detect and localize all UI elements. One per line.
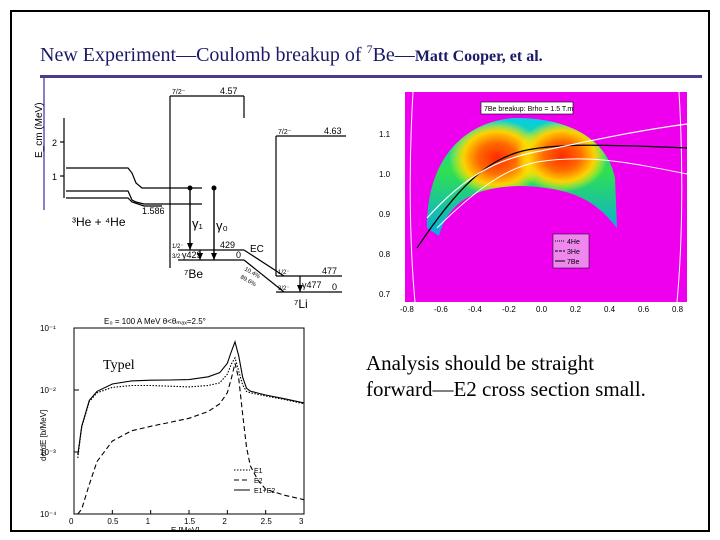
li-level-jpi: 3/2⁻ (278, 286, 290, 292)
heatmap-legend-title: 7Be breakup: Brho = 1.5 T.m (484, 106, 573, 113)
y-tick-label: 10⁻² (40, 386, 56, 395)
heatmap-legend-item: 3He (567, 249, 580, 256)
be-level-jpi: 7/2⁻ (172, 89, 186, 96)
level-ytick: 2 (52, 138, 57, 148)
level-dot (187, 185, 193, 191)
be-level-energy: 4.57 (220, 86, 238, 96)
heatmap-ytick-label: 0.9 (379, 210, 391, 219)
li-level-energy: 0 (332, 282, 337, 292)
legend-label: E1 (254, 468, 263, 475)
li-level-jpi: 1/2⁻ (278, 270, 290, 276)
channel-label: ³He + ⁴He (72, 215, 126, 229)
series-line-e2 (77, 363, 305, 515)
arrow-head (197, 253, 203, 260)
be-level-energy: 0 (236, 250, 241, 260)
threshold-label: 1.586 (142, 206, 165, 216)
caption-line: forward—E2 cross section small. (366, 377, 646, 401)
gamma-be-label: γ429 (182, 250, 202, 260)
heatmap-legend-item: 7Be (567, 259, 580, 266)
heatmap-xtick-label: 0.2 (570, 305, 582, 314)
be-label: ⁷Be (184, 267, 203, 281)
heatmap-xtick-label: -0.2 (502, 305, 516, 314)
x-tick-label: 2 (222, 517, 227, 526)
caption-line: Analysis should be straight (366, 351, 595, 375)
level-ylabel: E_cm (MeV) (34, 102, 45, 158)
ec-label: EC (250, 244, 264, 255)
slide-frame: New Experiment—Coulomb breakup of 7Be—Ma… (10, 10, 710, 532)
gamma-li-label: γ477 (302, 280, 322, 290)
heatmap-ytick-label: 0.8 (379, 250, 391, 259)
be-level-jpi: 1/2⁻ (172, 244, 184, 250)
heatmap-xtick-label: 0.4 (604, 305, 616, 314)
series-line-e1 (77, 356, 305, 459)
heatmap-xtick-label: 0.0 (536, 305, 548, 314)
level-scheme-figure: E_cm (MeV) 2 1 1.586 ³He + ⁴He γ₁ γ₀ 7/2… (32, 78, 352, 310)
li-label: ⁷Li (294, 297, 308, 310)
y-tick-label: 10⁻¹ (40, 324, 56, 333)
y-tick-label: 10⁻³ (40, 448, 56, 457)
gamma1-label: γ₁ (192, 216, 204, 231)
heatmap-ytick-label: 1.1 (379, 130, 391, 139)
slide-caption: Analysis should be straight forward—E2 c… (366, 350, 706, 402)
plot-frame (73, 327, 305, 515)
y-tick-label: 10⁻⁴ (40, 510, 57, 519)
chart-title: E₀ = 100 A MeV θ<θₘₐₓ=2.5° (104, 317, 206, 326)
arrow-head (297, 285, 303, 292)
li-level-energy: 477 (322, 266, 337, 276)
title-underline (40, 75, 702, 78)
heatmap-figure: 7Be breakup: Brho = 1.5 T.m 4He 3He 7Be … (357, 78, 697, 316)
heatmap-xtick-label: -0.6 (434, 305, 448, 314)
level-dot (211, 185, 217, 191)
heatmap-ytick-label: 1.0 (379, 170, 391, 179)
arrow-head (211, 253, 217, 260)
series-line-e1-plus-e2 (77, 339, 305, 455)
heatmap-xtick-label: 0.8 (672, 305, 684, 314)
legend-label: E1+E2 (254, 488, 275, 495)
li-level-jpi: 7/2⁻ (278, 129, 292, 136)
heatmap-legend-item: 4He (567, 239, 580, 246)
level-ytick: 1 (52, 172, 57, 182)
x-tick-label: 2.5 (261, 517, 273, 526)
accent-bar (43, 78, 45, 210)
heatmap-xtick-label: -0.4 (468, 305, 482, 314)
heatmap-legend-title-box (480, 101, 574, 115)
legend-label: E2 (254, 478, 263, 485)
li-level-energy: 4.63 (324, 126, 342, 136)
x-tick-label: 1.5 (184, 517, 196, 526)
slide-authors: Matt Cooper, et al. (414, 48, 543, 65)
heatmap-xtick-label: -0.8 (400, 305, 414, 314)
typel-label: Typel (103, 358, 135, 373)
y-axis-label: dσ/dE [b/MeV] (39, 410, 48, 461)
x-tick-label: 1 (146, 517, 151, 526)
x-tick-label: 3 (299, 517, 304, 526)
x-axis-label: E [MeV] (171, 526, 199, 532)
heatmap-xtick-label: 0.6 (638, 305, 650, 314)
slide-title: New Experiment—Coulomb breakup of 7Be—Ma… (40, 42, 543, 66)
x-tick-label: 0.5 (107, 517, 119, 526)
gamma0-label: γ₀ (216, 218, 228, 233)
arrow-head (187, 243, 193, 250)
be-level-jpi: 3/2⁻ (172, 254, 184, 260)
x-tick-label: 0 (69, 517, 74, 526)
heatmap-ytick-label: 0.7 (379, 290, 391, 299)
cross-section-chart: E₀ = 100 A MeV θ<θₘₐₓ=2.5° 0 0.5 1 1.5 2 2.5 3 E… (32, 310, 332, 532)
be-level-energy: 429 (220, 240, 235, 250)
